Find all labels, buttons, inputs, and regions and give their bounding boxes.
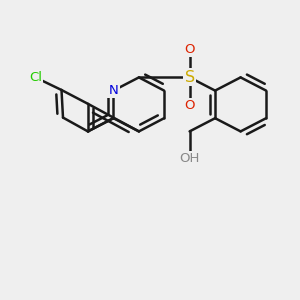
Text: Cl: Cl [29, 71, 42, 84]
Text: O: O [184, 99, 195, 112]
Text: OH: OH [179, 152, 200, 166]
Text: O: O [184, 43, 195, 56]
Text: S: S [184, 70, 195, 85]
Text: N: N [109, 84, 118, 97]
